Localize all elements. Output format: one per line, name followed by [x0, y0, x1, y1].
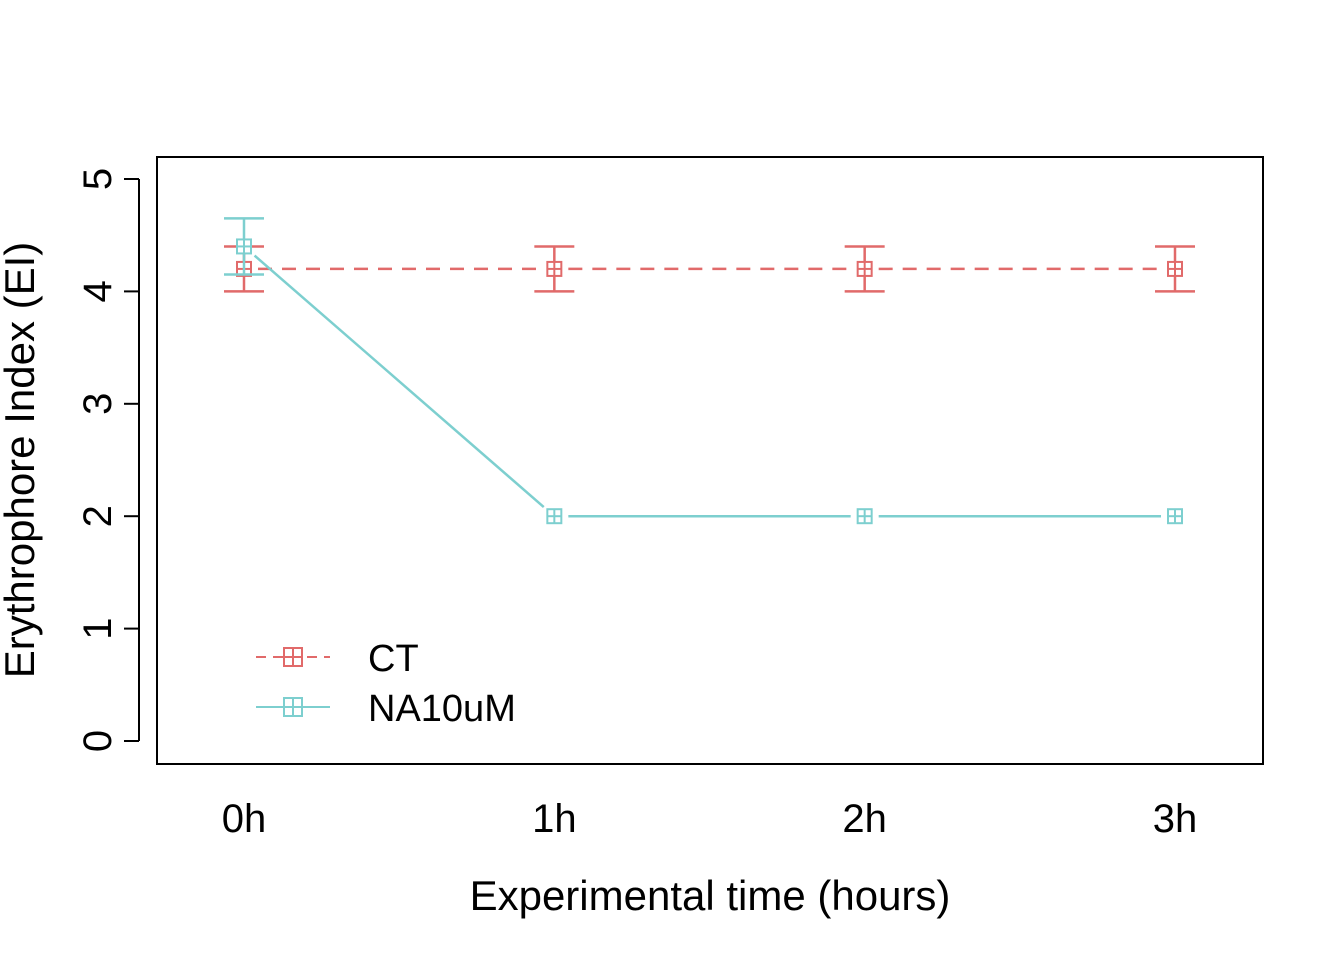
legend-label: NA10uM: [368, 688, 516, 730]
x-tick-label: 0h: [222, 797, 267, 841]
x-tick-labels: 0h 1h 2h 3h: [222, 797, 1198, 841]
y-tick-label: 0: [76, 730, 120, 752]
legend-label: CT: [368, 638, 419, 680]
legend: CT NA10uM: [256, 638, 516, 730]
series-na10um: [224, 217, 1183, 525]
series-layer: [224, 217, 1195, 525]
legend-item-ct: CT: [256, 638, 419, 680]
y-tick-label: 1: [76, 617, 120, 639]
y-axis-title: Erythrophore Index (EI): [0, 242, 43, 679]
series-ct: [224, 245, 1195, 293]
y-axis: 0 1 2 3 4 5: [76, 168, 140, 752]
x-tick-label: 1h: [532, 797, 577, 841]
x-tick-label: 3h: [1153, 797, 1198, 841]
x-axis-title: Experimental time (hours): [470, 872, 951, 919]
y-tick-label: 4: [76, 280, 120, 302]
x-tick-label: 2h: [842, 797, 887, 841]
series-line-segment: [253, 254, 545, 508]
y-tick-label: 2: [76, 505, 120, 527]
y-tick-label: 5: [76, 168, 120, 190]
y-tick-label: 3: [76, 393, 120, 415]
plot-frame: [156, 156, 1264, 765]
legend-item-na10um: NA10uM: [256, 688, 516, 730]
